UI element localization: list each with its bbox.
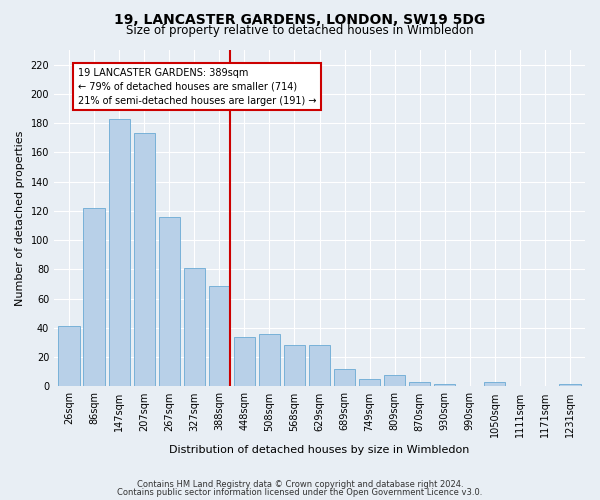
- Bar: [58, 326, 80, 386]
- Y-axis label: Number of detached properties: Number of detached properties: [15, 130, 25, 306]
- Bar: [434, 384, 455, 386]
- Bar: [484, 382, 505, 386]
- Bar: [184, 268, 205, 386]
- Bar: [384, 374, 406, 386]
- Bar: [259, 334, 280, 386]
- Bar: [409, 382, 430, 386]
- Bar: [134, 134, 155, 386]
- Bar: [334, 369, 355, 386]
- Bar: [158, 217, 180, 386]
- Bar: [234, 336, 255, 386]
- Text: Contains HM Land Registry data © Crown copyright and database right 2024.: Contains HM Land Registry data © Crown c…: [137, 480, 463, 489]
- Text: 19 LANCASTER GARDENS: 389sqm
← 79% of detached houses are smaller (714)
21% of s: 19 LANCASTER GARDENS: 389sqm ← 79% of de…: [78, 68, 316, 106]
- X-axis label: Distribution of detached houses by size in Wimbledon: Distribution of detached houses by size …: [169, 445, 470, 455]
- Bar: [309, 346, 330, 387]
- Bar: [209, 286, 230, 386]
- Bar: [284, 346, 305, 387]
- Bar: [559, 384, 581, 386]
- Bar: [359, 379, 380, 386]
- Text: Contains public sector information licensed under the Open Government Licence v3: Contains public sector information licen…: [118, 488, 482, 497]
- Bar: [109, 118, 130, 386]
- Text: 19, LANCASTER GARDENS, LONDON, SW19 5DG: 19, LANCASTER GARDENS, LONDON, SW19 5DG: [115, 12, 485, 26]
- Bar: [83, 208, 105, 386]
- Text: Size of property relative to detached houses in Wimbledon: Size of property relative to detached ho…: [126, 24, 474, 37]
